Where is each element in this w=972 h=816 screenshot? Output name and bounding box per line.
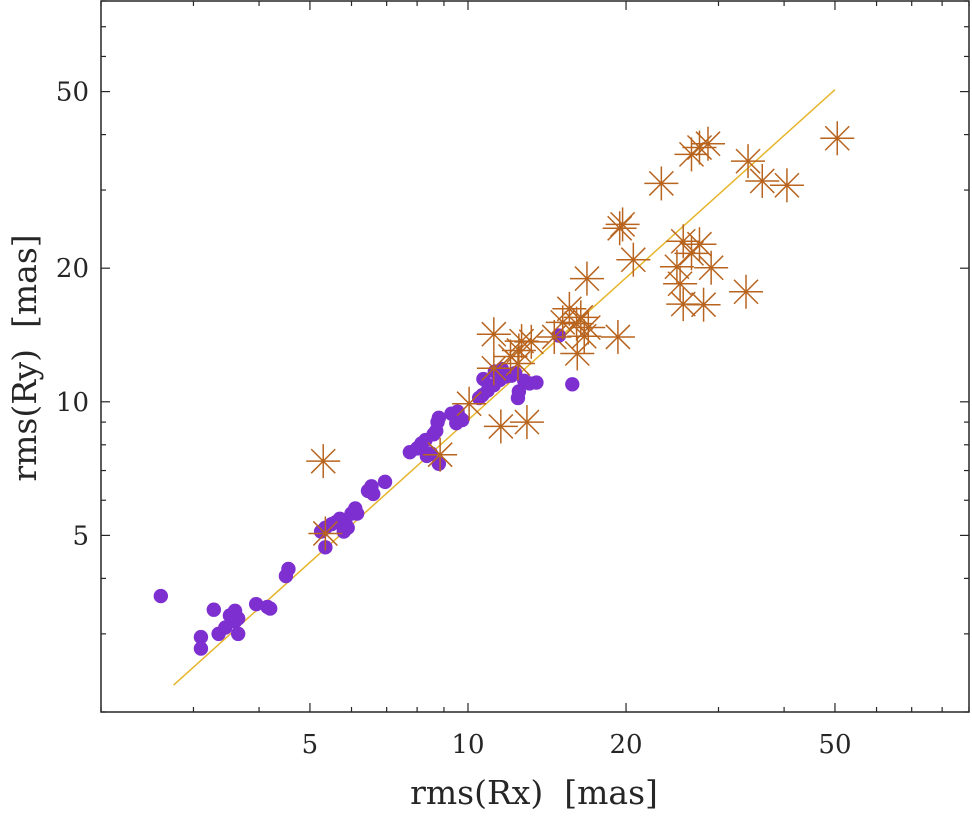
x-tick-label: 5	[302, 730, 319, 760]
star-point	[483, 409, 518, 444]
y-tick-label: 10	[56, 388, 89, 418]
dot-point	[349, 506, 365, 521]
y-tick-label: 5	[72, 521, 89, 551]
dot-point	[377, 474, 393, 490]
x-tick-label: 10	[451, 730, 484, 760]
star-point	[605, 207, 640, 242]
star-point	[729, 274, 764, 309]
dot-point	[248, 596, 264, 612]
star-point	[690, 126, 725, 161]
star-point	[644, 166, 679, 201]
star-point	[452, 386, 487, 421]
star-point	[509, 405, 544, 440]
dot-point	[193, 629, 209, 645]
star-point	[745, 163, 780, 198]
y-tick-labels: 5 10 20 50	[56, 78, 89, 552]
plot-area	[101, 1, 969, 712]
fit-line	[173, 89, 836, 686]
dot-point	[511, 384, 527, 399]
star-point	[514, 324, 549, 359]
star-point	[820, 121, 855, 156]
dot-point	[193, 641, 209, 656]
star-point	[694, 250, 729, 285]
star-point	[476, 317, 511, 352]
dot-point	[206, 602, 222, 617]
dot-point	[340, 520, 355, 536]
star-point	[569, 261, 604, 296]
star-point	[769, 168, 804, 203]
star-point	[600, 319, 635, 354]
dot-point	[262, 601, 278, 616]
dot-point	[529, 375, 544, 390]
x-axis-label: rms(Rx) [mas]	[410, 773, 658, 812]
dot-point	[230, 611, 246, 626]
dot-point	[366, 486, 381, 502]
star-point	[663, 266, 698, 301]
star-point	[686, 287, 721, 322]
dot-point	[230, 626, 246, 642]
star-point	[674, 137, 709, 172]
dot-point	[565, 377, 580, 392]
star-point	[571, 310, 606, 345]
star-point	[563, 300, 598, 335]
y-axis-label: rms(Ry) [mas]	[5, 234, 44, 481]
y-tick-label: 20	[56, 254, 89, 284]
star-point	[659, 249, 694, 284]
star-point	[306, 444, 341, 479]
dot-point	[431, 410, 447, 426]
dot-point	[455, 412, 470, 428]
major-ticks	[101, 1, 969, 712]
dot-point	[281, 561, 296, 577]
minor-ticks	[100, 0, 970, 713]
x-tick-label: 20	[609, 730, 642, 760]
star-series	[306, 121, 855, 551]
dot-point	[153, 588, 169, 604]
y-tick-label: 50	[56, 78, 89, 108]
x-tick-labels: 5 10 20 50	[302, 730, 852, 760]
star-point	[423, 437, 458, 472]
star-point	[616, 242, 651, 277]
star-point	[674, 236, 709, 271]
plot-frame	[100, 0, 970, 713]
star-point	[731, 144, 766, 179]
x-tick-label: 50	[818, 730, 851, 760]
star-point	[560, 336, 595, 371]
star-point	[308, 516, 343, 551]
